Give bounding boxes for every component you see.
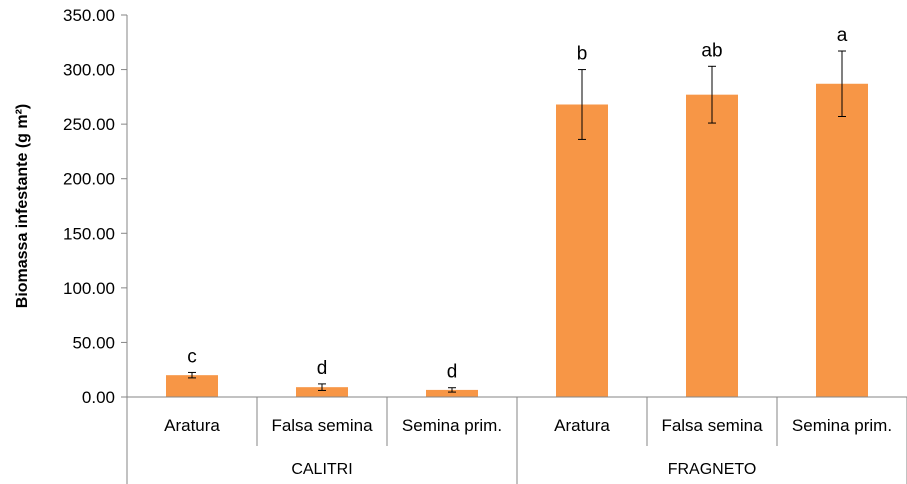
y-tick-label: 300.00 (63, 61, 115, 80)
bar (686, 94, 738, 397)
x-tick-label: Falsa semina (271, 416, 373, 435)
group-label: FRAGNETO (668, 461, 757, 478)
bar (296, 387, 348, 397)
x-tick-label: Semina prim. (792, 416, 892, 435)
error-bar (838, 50, 846, 118)
significance-letter: ab (701, 40, 722, 61)
significance-letter: a (837, 25, 848, 46)
error-bar (448, 387, 456, 393)
bar (556, 104, 608, 398)
error-bar (578, 69, 586, 140)
group-label: CALITRI (291, 461, 352, 478)
bar (426, 389, 478, 397)
error-bar (318, 383, 326, 391)
x-axis: Aratura Falsa semina Semina prim. Aratura Fa… (126, 396, 907, 484)
x-tick-label: Aratura (164, 416, 220, 435)
significance-letter: d (317, 358, 328, 379)
y-ticks: 0.00 50.00 100.00 150.00 200.00 250.00 300.00 3… (63, 6, 127, 407)
x-tick-label: Falsa semina (661, 416, 763, 435)
significance-letter: d (447, 362, 458, 383)
bars: c d d b ab a (166, 25, 868, 398)
significance-letter: c (187, 346, 197, 367)
y-axis: 0.00 50.00 100.00 150.00 200.00 250.00 300.00 3… (63, 6, 128, 407)
y-tick-label: 250.00 (63, 115, 115, 134)
error-bar (188, 371, 196, 379)
x-tick-label: Aratura (554, 416, 610, 435)
y-tick-label: 0.00 (82, 388, 115, 407)
y-axis-label: Biomassa infestante (g m²) (14, 104, 31, 308)
y-tick-label: 350.00 (63, 6, 115, 25)
y-tick-label: 150.00 (63, 224, 115, 243)
y-tick-label: 50.00 (72, 333, 115, 352)
bar (166, 375, 218, 397)
bar (816, 83, 868, 397)
x-tick-label: Semina prim. (402, 416, 502, 435)
y-tick-label: 200.00 (63, 170, 115, 189)
significance-letter: b (577, 44, 588, 65)
error-bar (708, 65, 716, 124)
y-tick-label: 100.00 (63, 279, 115, 298)
